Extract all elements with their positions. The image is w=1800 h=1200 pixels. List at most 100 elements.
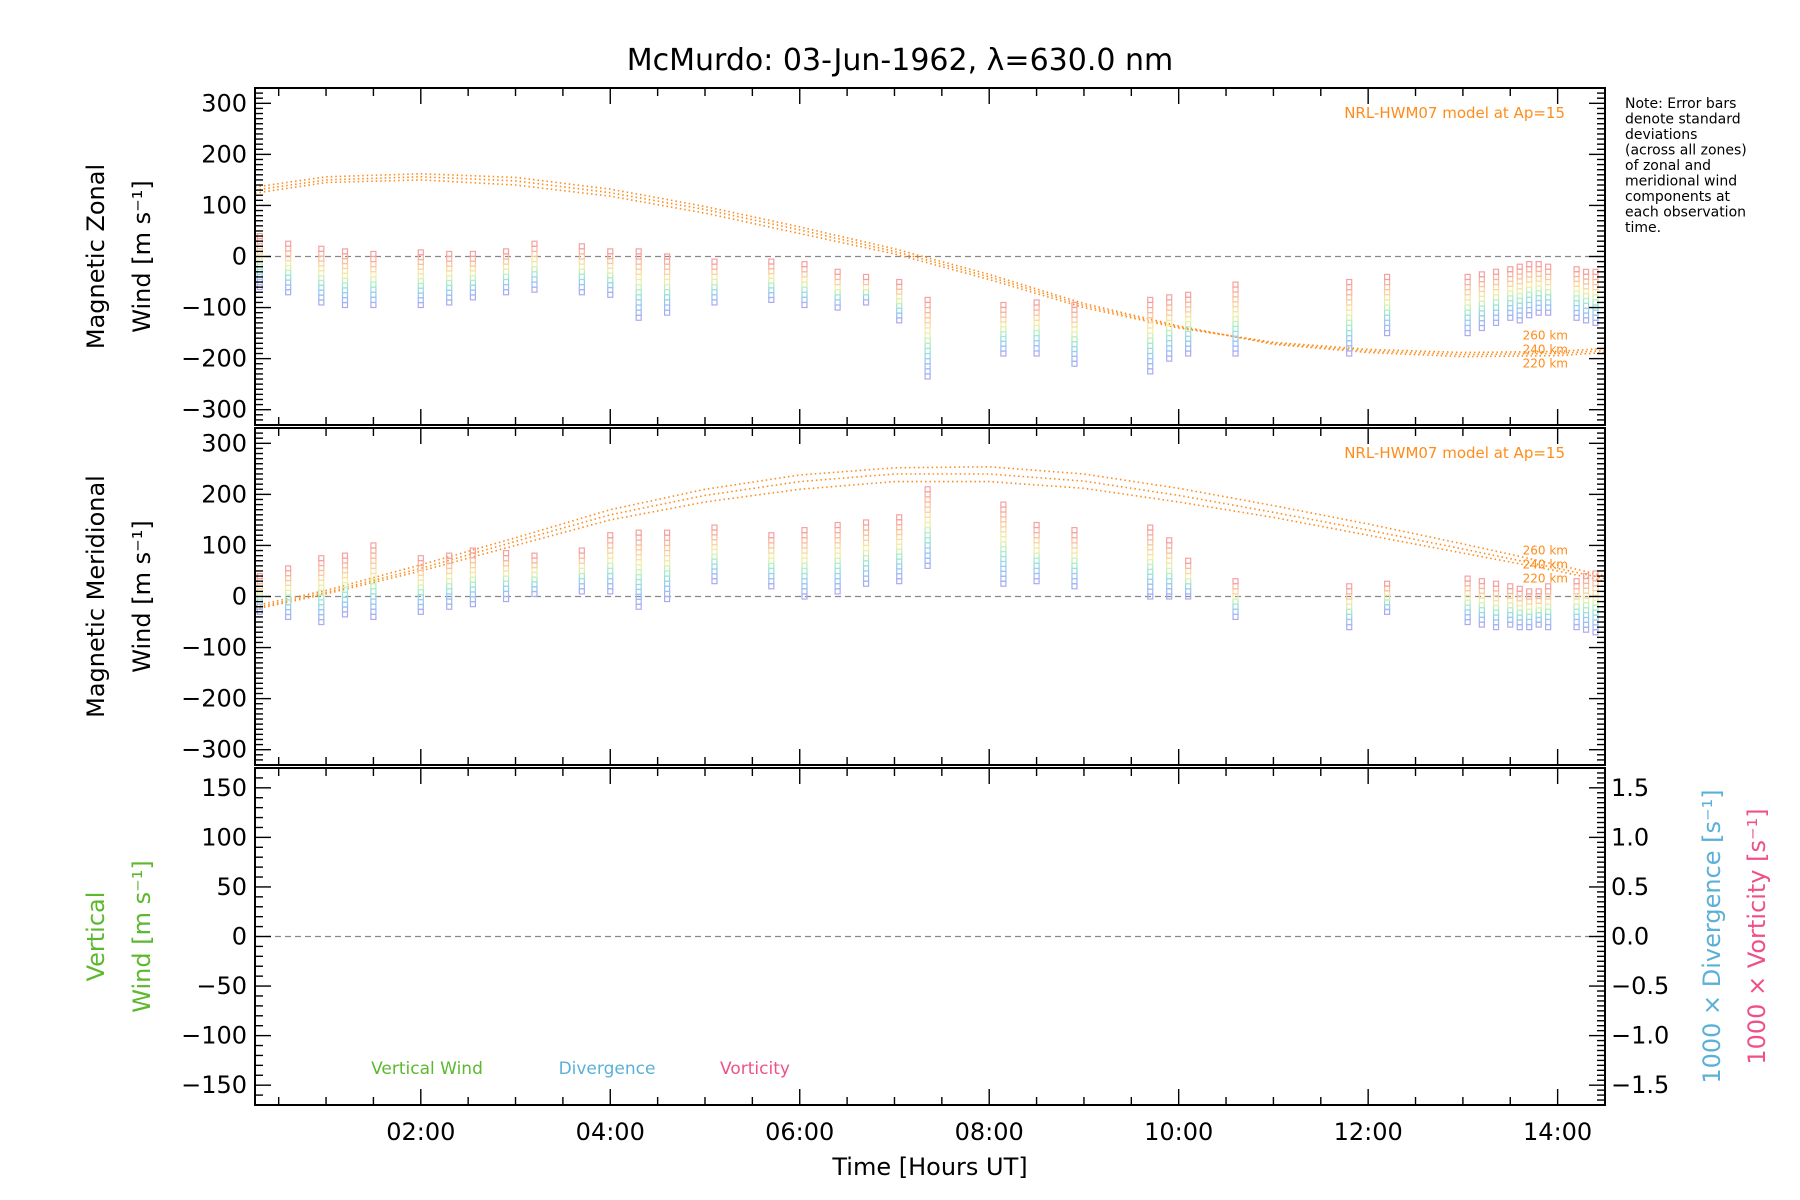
observation-point bbox=[924, 317, 931, 324]
observation-point bbox=[801, 261, 808, 268]
observation-point bbox=[834, 284, 841, 291]
y2-tick-label: 0.0 bbox=[1611, 923, 1649, 951]
observation-point bbox=[341, 601, 349, 608]
model-curve-260km bbox=[254, 179, 1606, 354]
observation-point bbox=[1516, 292, 1523, 300]
observation-point bbox=[801, 296, 808, 304]
observation-point bbox=[834, 578, 841, 585]
observation-point bbox=[1033, 309, 1040, 316]
observation-point bbox=[1582, 626, 1590, 633]
observation-point bbox=[1000, 580, 1007, 587]
observation-column bbox=[1492, 580, 1500, 631]
observation-point bbox=[924, 301, 931, 309]
observation-point bbox=[1185, 562, 1192, 569]
observation-point bbox=[1582, 616, 1590, 624]
observation-point bbox=[1232, 320, 1239, 328]
observation-point bbox=[1232, 578, 1239, 585]
observation-point bbox=[1492, 309, 1500, 316]
observation-point bbox=[801, 291, 808, 298]
observation-point bbox=[1573, 608, 1580, 615]
observation-point bbox=[1071, 537, 1078, 544]
observation-point bbox=[318, 284, 325, 291]
observation-point bbox=[635, 559, 642, 566]
observation-point bbox=[469, 576, 476, 583]
observation-point bbox=[635, 534, 642, 541]
observation-column bbox=[1464, 575, 1471, 626]
observation-point bbox=[285, 608, 292, 616]
observation-point bbox=[1000, 526, 1007, 533]
observation-point bbox=[318, 574, 325, 581]
observation-point bbox=[1147, 358, 1154, 365]
observation-point bbox=[1535, 280, 1542, 287]
observation-point bbox=[1147, 301, 1154, 309]
observation-point bbox=[1071, 557, 1078, 564]
observation-point bbox=[862, 565, 870, 572]
observation-column bbox=[896, 278, 903, 324]
observation-point bbox=[578, 552, 585, 559]
observation-point bbox=[801, 567, 808, 575]
observation-point bbox=[1185, 296, 1192, 303]
observation-column bbox=[1384, 580, 1391, 615]
observation-point bbox=[502, 278, 510, 286]
observation-point bbox=[1033, 335, 1040, 342]
observation-point bbox=[834, 547, 841, 554]
observation-point bbox=[1582, 292, 1590, 300]
observation-point bbox=[1526, 291, 1533, 298]
observation-point bbox=[768, 567, 775, 575]
observation-column bbox=[285, 565, 292, 621]
observation-point bbox=[531, 286, 538, 293]
observation-point bbox=[417, 249, 424, 256]
observation-point bbox=[862, 284, 870, 291]
observation-point bbox=[1071, 578, 1078, 585]
observation-point bbox=[285, 279, 292, 286]
observation-column bbox=[417, 555, 424, 615]
observation-point bbox=[318, 584, 325, 591]
observation-point bbox=[285, 240, 292, 247]
observation-point bbox=[768, 562, 775, 569]
observation-point bbox=[341, 292, 349, 299]
observation-point bbox=[578, 268, 585, 275]
observation-point bbox=[768, 578, 775, 585]
observation-point bbox=[924, 327, 931, 334]
observation-point bbox=[578, 289, 585, 296]
observation-point bbox=[1232, 296, 1239, 303]
observation-point bbox=[1526, 608, 1533, 615]
observation-point bbox=[664, 273, 671, 281]
panel-vertical: 150 100 50 0 −50 −100 −150 1.5 1.0 0.5 0.0 −0.5 −1.0… bbox=[82, 88, 1771, 1181]
observation-point bbox=[924, 352, 931, 360]
observation-point bbox=[664, 549, 671, 557]
observation-point bbox=[1516, 317, 1523, 324]
observation-point bbox=[1478, 315, 1485, 322]
observation-point bbox=[1573, 588, 1580, 595]
observation-point bbox=[924, 537, 931, 544]
observation-point bbox=[531, 266, 538, 273]
observation-point bbox=[1033, 542, 1040, 549]
observation-point bbox=[1478, 290, 1485, 297]
altitude-label: 220 km bbox=[1523, 571, 1568, 585]
observation-point bbox=[285, 579, 292, 587]
note-line: components at bbox=[1625, 189, 1731, 205]
observation-point bbox=[1000, 306, 1007, 313]
observation-column bbox=[502, 248, 510, 296]
observation-point bbox=[446, 284, 453, 292]
observation-point bbox=[370, 578, 377, 585]
observation-point bbox=[1033, 527, 1040, 534]
observation-point bbox=[1232, 345, 1239, 352]
observation-point bbox=[417, 584, 424, 591]
observation-point bbox=[834, 521, 841, 529]
observation-point bbox=[1573, 295, 1580, 302]
observation-point bbox=[1516, 268, 1523, 275]
observation-column bbox=[607, 248, 614, 298]
observation-point bbox=[711, 534, 718, 541]
observation-point bbox=[1033, 537, 1040, 544]
observation-point bbox=[1147, 322, 1154, 329]
observation-point bbox=[1071, 532, 1078, 539]
observation-point bbox=[862, 289, 870, 296]
observation-point bbox=[1033, 521, 1040, 529]
observation-point bbox=[446, 270, 453, 277]
observation-point bbox=[417, 603, 424, 611]
observation-column bbox=[1464, 273, 1471, 337]
observation-point bbox=[1166, 294, 1173, 301]
observation-point bbox=[1545, 289, 1552, 296]
legend-item: Divergence bbox=[559, 1059, 656, 1079]
